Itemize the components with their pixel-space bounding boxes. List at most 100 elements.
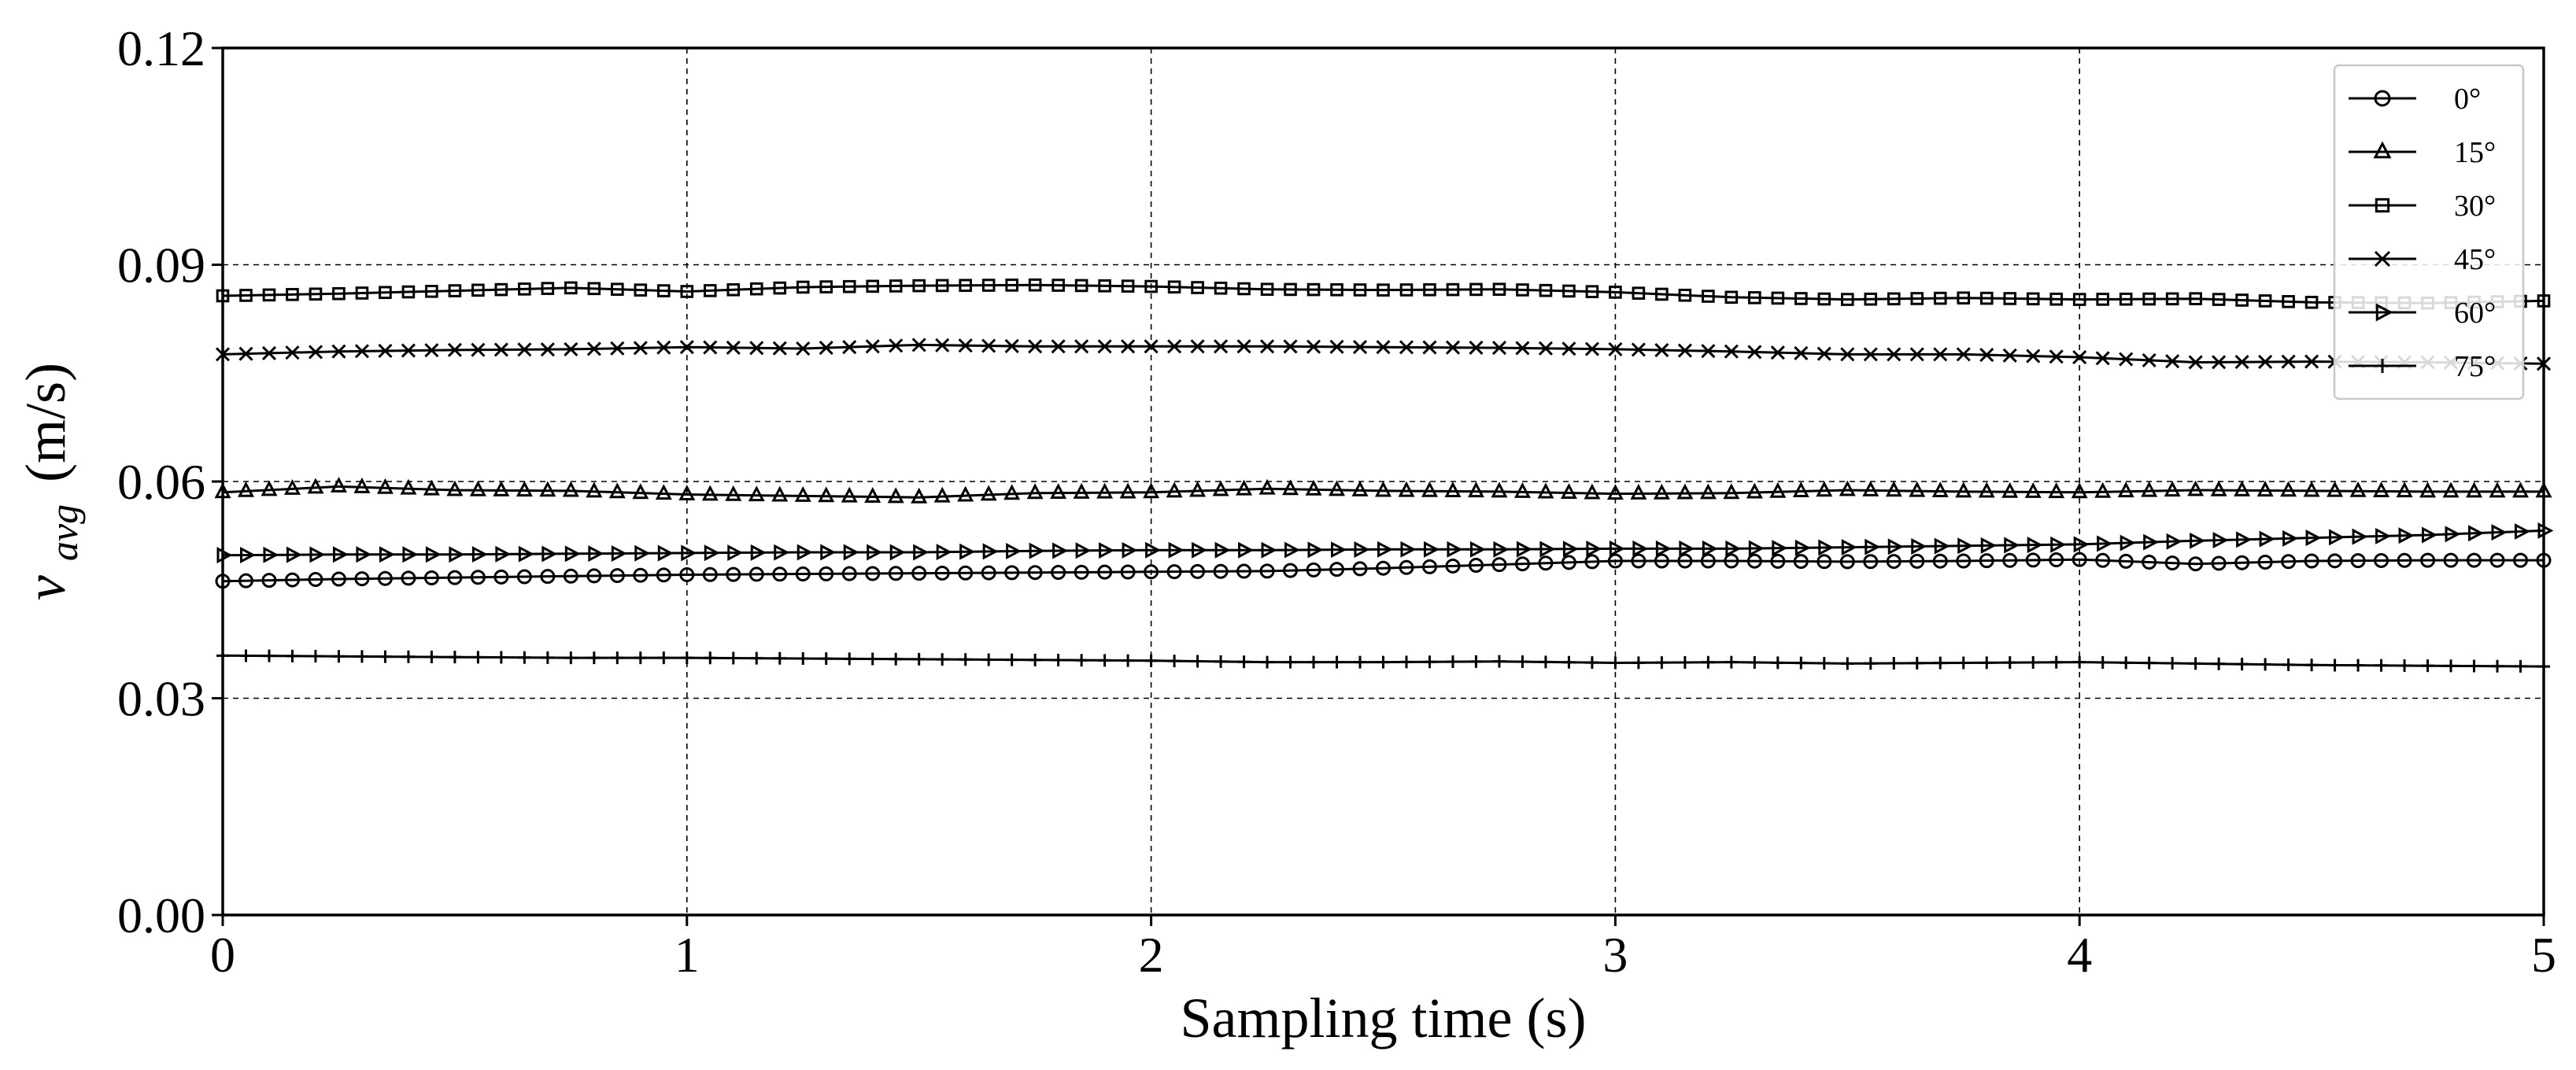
series-marker — [633, 341, 648, 356]
series-marker — [262, 649, 275, 662]
series-marker — [448, 651, 461, 664]
series-marker — [1909, 481, 1926, 497]
series-marker — [1400, 541, 1417, 558]
series-marker — [2327, 481, 2344, 497]
series-marker — [1075, 542, 1092, 559]
series-marker — [749, 282, 763, 296]
series-marker — [867, 544, 883, 561]
series-line — [222, 283, 2545, 304]
series-marker — [402, 546, 419, 563]
series-marker — [1839, 554, 1855, 570]
series-marker — [703, 340, 718, 355]
series-marker — [332, 546, 349, 563]
series-marker — [1050, 483, 1067, 500]
series-marker — [1214, 281, 1228, 295]
series-marker — [261, 345, 277, 360]
series-marker — [331, 571, 346, 587]
series-marker — [864, 487, 881, 503]
series-marker — [540, 569, 556, 585]
series-marker — [1957, 291, 1971, 305]
series-marker — [1841, 539, 1857, 556]
series-marker — [2026, 292, 2040, 306]
series-marker — [771, 485, 789, 502]
series-marker — [679, 340, 694, 355]
series-marker — [1957, 656, 1970, 670]
series-marker — [1748, 540, 1765, 557]
series-marker — [1052, 542, 1069, 559]
series-marker — [1261, 655, 1274, 669]
series-marker — [1676, 483, 1694, 500]
series-marker — [1539, 541, 1556, 558]
series-marker — [841, 566, 857, 581]
ticks — [212, 46, 2545, 926]
series-marker — [2072, 552, 2087, 567]
series-marker — [632, 483, 649, 500]
series-marker — [2212, 532, 2229, 549]
series-marker — [1817, 346, 1831, 361]
series-marker — [1632, 656, 1645, 670]
series-marker — [982, 543, 999, 560]
series-marker — [980, 485, 997, 501]
series-marker — [1329, 480, 1346, 496]
series-marker — [423, 479, 440, 496]
series-marker — [1632, 286, 1646, 300]
series-marker — [471, 546, 488, 563]
series-marker — [1469, 340, 1484, 355]
series-marker — [354, 571, 370, 587]
series-marker — [2002, 552, 2018, 568]
series-marker — [2513, 552, 2529, 568]
series-marker — [2280, 481, 2297, 497]
series-marker — [2515, 523, 2530, 541]
series-marker — [1585, 656, 1598, 670]
series-marker — [819, 652, 833, 666]
series-marker — [2375, 659, 2388, 672]
series-marker — [796, 544, 813, 561]
series-marker — [377, 570, 393, 586]
series-marker — [1677, 343, 1692, 358]
series-marker — [2259, 658, 2272, 671]
series-marker — [1747, 345, 1762, 360]
series-marker — [655, 484, 672, 500]
series-marker — [912, 652, 926, 666]
series-marker — [1469, 655, 1483, 668]
series-marker — [2349, 481, 2367, 497]
series-marker — [1352, 339, 1368, 355]
series-marker — [1097, 564, 1113, 580]
series-marker — [423, 570, 439, 586]
series-marker — [1979, 553, 1994, 569]
series-marker — [796, 280, 810, 294]
series-marker — [1004, 565, 1020, 581]
series-marker — [1632, 540, 1649, 557]
series-marker — [1028, 339, 1043, 354]
series-marker — [564, 651, 578, 665]
series-marker — [1957, 537, 1974, 555]
series-marker — [1561, 555, 1576, 570]
series-marker — [866, 652, 879, 666]
series-marker — [795, 566, 811, 582]
series-marker — [1934, 656, 1947, 670]
series-marker — [959, 543, 976, 560]
series-marker — [634, 283, 648, 297]
series-marker — [1609, 286, 1622, 299]
series-marker — [1354, 541, 1370, 558]
series-marker — [425, 284, 438, 298]
series-marker — [355, 286, 369, 300]
legend-item: 60° — [2349, 297, 2496, 330]
series-marker — [2189, 657, 2202, 670]
series-marker — [1772, 540, 1788, 557]
series-marker — [1166, 564, 1182, 580]
series-marker — [2141, 481, 2158, 497]
series-marker — [1562, 284, 1576, 298]
series-marker — [1931, 482, 1949, 497]
series-marker — [702, 566, 718, 582]
legend-label: 60° — [2454, 297, 2496, 330]
series-marker — [1516, 283, 1529, 297]
series-marker — [1051, 565, 1066, 581]
series-marker — [1677, 553, 1693, 569]
series-marker — [2491, 659, 2504, 673]
series-marker — [1818, 539, 1835, 556]
x-tick-label: 3 — [1602, 927, 1628, 983]
series-marker — [425, 546, 442, 563]
series-marker — [1075, 654, 1088, 667]
series-marker — [1955, 482, 1972, 498]
